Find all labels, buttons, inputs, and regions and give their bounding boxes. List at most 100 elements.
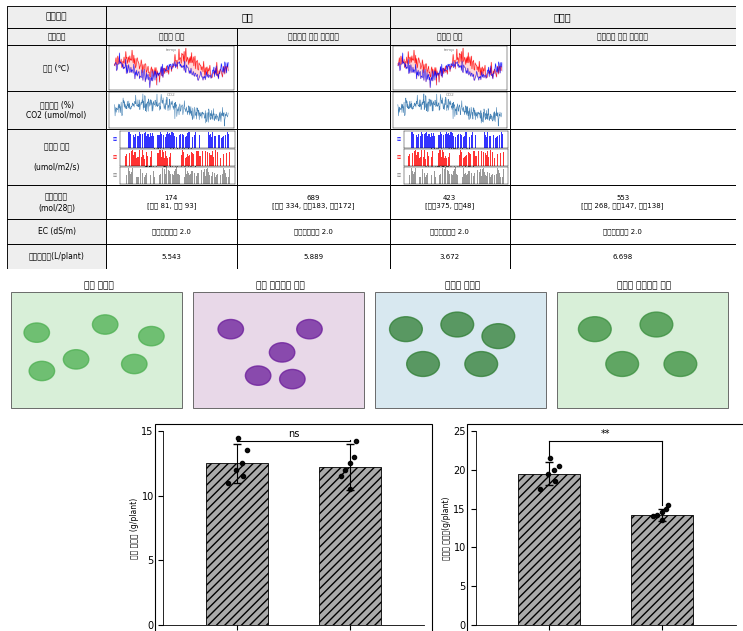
FancyBboxPatch shape: [7, 91, 106, 129]
Circle shape: [279, 369, 305, 389]
Text: **: **: [601, 429, 610, 439]
FancyBboxPatch shape: [237, 45, 390, 91]
FancyBboxPatch shape: [106, 28, 237, 45]
Circle shape: [465, 351, 498, 377]
Bar: [106, 91, 237, 129]
FancyBboxPatch shape: [237, 129, 390, 186]
FancyBboxPatch shape: [510, 45, 736, 91]
Text: 5.543: 5.543: [161, 254, 181, 259]
Bar: [206, 463, 268, 625]
Point: [350, 437, 362, 447]
FancyBboxPatch shape: [7, 244, 106, 269]
Bar: [237, 91, 390, 129]
Circle shape: [441, 312, 473, 337]
Bar: [106, 45, 237, 91]
Circle shape: [640, 312, 673, 337]
Circle shape: [24, 323, 50, 343]
Text: 청색: 청색: [112, 138, 117, 141]
Bar: [557, 292, 728, 408]
FancyBboxPatch shape: [237, 28, 390, 45]
Point: [237, 471, 249, 481]
FancyBboxPatch shape: [106, 219, 237, 244]
Bar: [390, 129, 510, 186]
Text: 적색: 적색: [396, 155, 401, 160]
Circle shape: [270, 343, 295, 362]
Text: 호글랜드양액 2.0: 호글랜드양액 2.0: [603, 228, 642, 235]
Text: 재배환경: 재배환경: [46, 13, 68, 21]
Bar: [7, 219, 106, 244]
Bar: [237, 186, 390, 219]
Circle shape: [245, 366, 271, 386]
Point: [549, 476, 561, 487]
Text: EC (dS/m): EC (dS/m): [38, 227, 76, 236]
Text: 호글랜드양액 2.0: 호글랜드양액 2.0: [293, 228, 333, 235]
Bar: [106, 219, 237, 244]
Circle shape: [63, 350, 89, 369]
Text: 백색: 백색: [112, 174, 117, 177]
Circle shape: [122, 355, 147, 374]
FancyBboxPatch shape: [7, 129, 106, 186]
Bar: [510, 244, 736, 269]
Circle shape: [482, 324, 515, 348]
Text: 백색: 백색: [396, 174, 401, 177]
Circle shape: [389, 317, 422, 341]
Text: 청색: 청색: [396, 138, 401, 141]
Text: 5.889: 5.889: [303, 254, 323, 259]
FancyBboxPatch shape: [390, 91, 510, 129]
Bar: [390, 28, 510, 45]
Bar: [390, 244, 510, 269]
Bar: [390, 45, 510, 91]
Circle shape: [406, 351, 439, 377]
Point: [340, 465, 351, 475]
Point: [236, 458, 247, 468]
Bar: [510, 28, 736, 45]
Text: 호글랜드양액 2.0: 호글랜드양액 2.0: [152, 228, 191, 235]
Point: [534, 484, 546, 494]
Bar: [510, 186, 736, 219]
Bar: [510, 219, 736, 244]
Point: [660, 504, 672, 514]
Point: [230, 465, 241, 475]
Point: [544, 453, 556, 463]
Text: 재배환경: 재배환경: [48, 32, 66, 41]
Point: [656, 507, 668, 517]
Bar: [319, 467, 381, 625]
Bar: [7, 129, 106, 186]
Point: [241, 445, 253, 456]
Text: 대조구 환경: 대조구 환경: [158, 32, 184, 41]
Bar: [237, 244, 390, 269]
Bar: [510, 129, 736, 186]
Bar: [375, 292, 546, 408]
Circle shape: [296, 319, 322, 339]
FancyBboxPatch shape: [390, 244, 510, 269]
Bar: [631, 515, 693, 625]
Bar: [390, 6, 736, 28]
Bar: [106, 186, 237, 219]
FancyBboxPatch shape: [7, 45, 106, 91]
Text: 6.698: 6.698: [612, 254, 633, 259]
FancyBboxPatch shape: [390, 45, 510, 91]
Point: [542, 469, 554, 479]
FancyBboxPatch shape: [7, 6, 106, 28]
Text: 상추: 상추: [241, 12, 253, 22]
Text: ns: ns: [288, 429, 299, 439]
Text: 553
[백색 268, 적색147, 청색138]: 553 [백색 268, 적색147, 청색138]: [582, 196, 664, 209]
Point: [222, 478, 234, 488]
Circle shape: [218, 319, 244, 339]
Bar: [510, 91, 736, 129]
Text: 청경채 제어모델 적용: 청경채 제어모델 적용: [617, 281, 672, 290]
Circle shape: [139, 326, 164, 346]
Text: 423
[백색375, 적색48]: 423 [백색375, 적색48]: [425, 196, 474, 209]
Text: 상대습도 (%)
CO2 (umol/mol): 상대습도 (%) CO2 (umol/mol): [27, 100, 87, 120]
Text: 적색: 적색: [112, 155, 117, 160]
Text: Ambient
Ambient: Ambient Ambient: [157, 103, 186, 117]
Bar: [193, 292, 364, 408]
Bar: [237, 45, 390, 91]
Bar: [390, 186, 510, 219]
Text: 18시~06시: 22
06시~18시: 26: 18시~06시: 22 06시~18시: 26: [426, 61, 473, 75]
Bar: [106, 244, 237, 269]
FancyBboxPatch shape: [390, 28, 510, 45]
Text: 제어모델 적용 재배환경: 제어모델 적용 재배환경: [597, 32, 648, 41]
Text: 대조구 환경: 대조구 환경: [437, 32, 463, 41]
FancyBboxPatch shape: [106, 244, 237, 269]
